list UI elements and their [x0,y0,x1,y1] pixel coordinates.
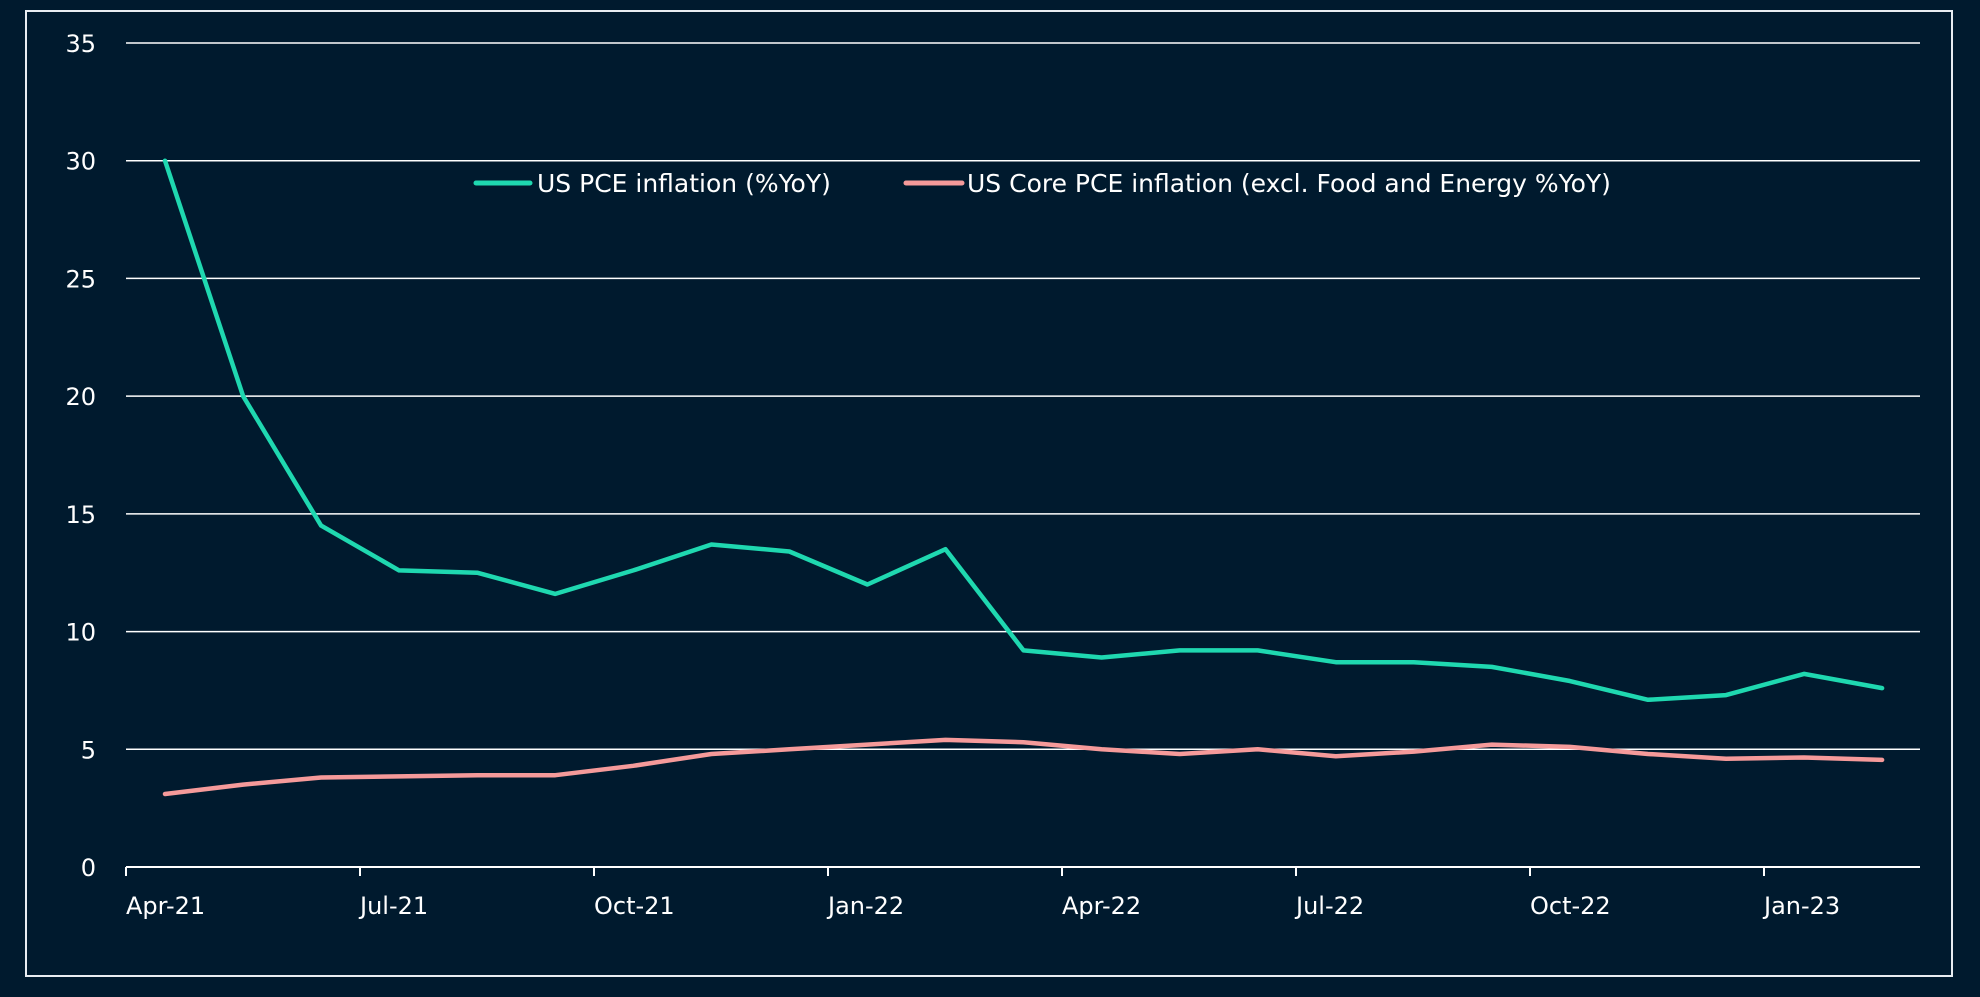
y-tick-label-15: 15 [65,501,96,529]
x-tick-label-Jul-21: Jul-21 [358,892,428,920]
y-axis-tick-labels: 0 5 10 15 20 25 30 35 [65,30,96,882]
x-tick-label-Jan-23: Jan-23 [1762,892,1840,920]
y-tick-label-10: 10 [65,619,96,647]
legend-label-pce: US PCE inflation (%YoY) [537,169,831,198]
series-line-0 [162,158,1885,703]
x-tick-label-Jan-22: Jan-22 [826,892,904,920]
x-axis-tick-labels: Apr-21 Jul-21 Oct-21 Jan-22 Apr-22 Jul-22 Oct-… [125,867,1840,920]
x-tick-label-Oct-22: Oct-22 [1530,892,1611,920]
y-tick-label-5: 5 [81,736,96,764]
y-tick-label-0: 0 [81,854,96,882]
x-tick-label-Oct-21: Oct-21 [594,892,675,920]
chart-frame [25,10,1953,977]
y-tick-label-30: 30 [65,148,96,176]
y-tick-label-20: 20 [65,383,96,411]
x-tick-label-Apr-22: Apr-22 [1062,892,1141,920]
x-tick-label-Apr-21: Apr-21 [126,892,205,920]
y-tick-label-25: 25 [65,265,96,293]
series-line-1 [162,737,1885,797]
x-tick-label-Jul-22: Jul-22 [1294,892,1364,920]
grid-lines [126,42,1920,751]
series-lines [162,158,1885,797]
y-tick-label-35: 35 [65,30,96,58]
legend-label-core-pce: US Core PCE inflation (excl. Food and En… [967,169,1611,198]
legend: US PCE inflation (%YoY) US Core PCE infl… [473,169,1611,198]
